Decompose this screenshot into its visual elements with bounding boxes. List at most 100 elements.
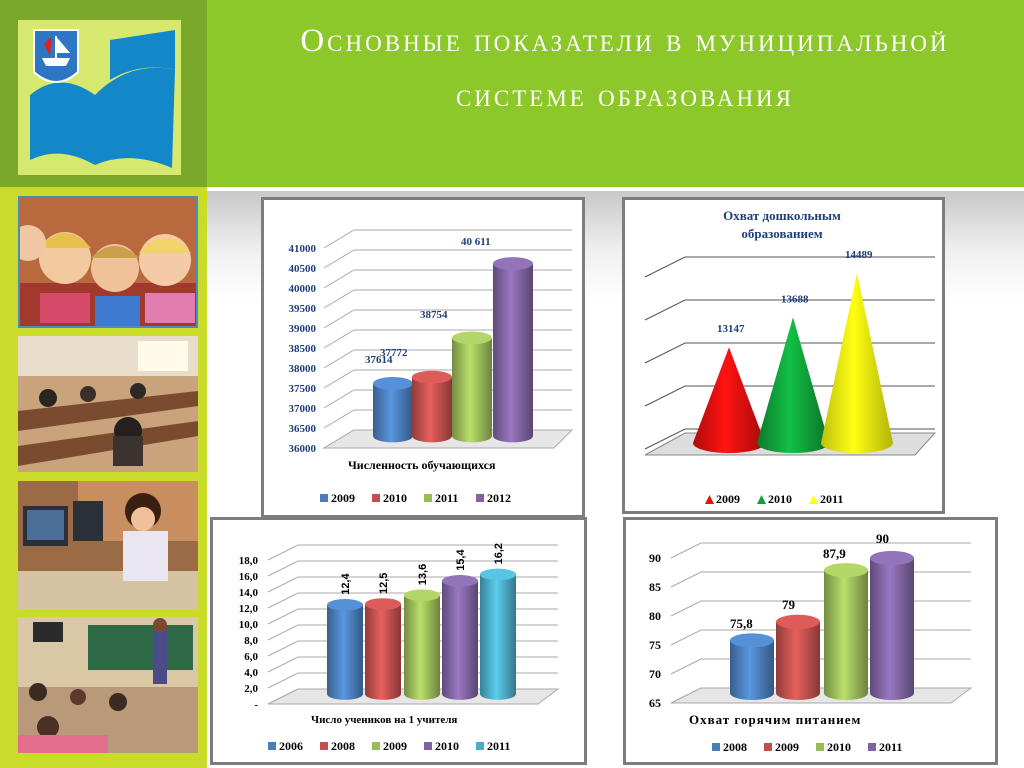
- gridline: [670, 571, 971, 588]
- coat-of-arms-icon: [18, 20, 181, 175]
- chart-title-line2: образованием: [741, 226, 822, 241]
- legend-swatch: [372, 742, 380, 750]
- legend-label: 2008: [331, 739, 355, 753]
- legend-swatch: [757, 495, 766, 504]
- chart-students-per-teacher: - 2,0 4,0 6,0 8,0 10,0 12,0 14,0 16,0 18,0 12,4 12,…: [210, 517, 587, 765]
- y-tick-label: 75: [649, 638, 661, 652]
- chart-svg: Охват дошкольным образованием 13147 13688 14…: [644, 208, 937, 506]
- bar-2008: [365, 598, 401, 700]
- gridline: [670, 658, 971, 675]
- legend-label: 2009: [716, 492, 740, 506]
- legend-label: 2009: [383, 739, 407, 753]
- photo-classroom-board: [18, 617, 198, 753]
- legend-swatch: [476, 742, 484, 750]
- data-label: 87,9: [823, 546, 846, 561]
- gridline: [644, 256, 935, 278]
- y-tick-label: 10,0: [239, 619, 259, 631]
- photo-classroom-board-icon: [18, 617, 198, 753]
- y-tick-label: 85: [649, 580, 661, 594]
- photo-children: [18, 196, 198, 328]
- legend-label: 2011: [435, 491, 458, 505]
- y-tick-label: 12,0: [239, 603, 259, 615]
- data-label: 13147: [717, 323, 745, 335]
- legend-swatch: [705, 495, 714, 504]
- chart-svg: 36000 36500 37000 37500 38000 38500 39000 39500…: [289, 229, 574, 505]
- legend-swatch: [320, 494, 328, 502]
- legend-swatch: [868, 743, 876, 751]
- legend-swatch: [424, 494, 432, 502]
- bar-2011: [452, 331, 492, 443]
- bar-2009: [776, 614, 820, 701]
- legend-label: 2010: [383, 491, 407, 505]
- legend-label: 2011: [820, 492, 843, 506]
- data-label: 16,2: [493, 543, 505, 564]
- cone-2010: [757, 317, 829, 453]
- gridline: [267, 560, 558, 577]
- y-tick-label: 41000: [289, 243, 317, 255]
- y-tick-label: 70: [649, 667, 661, 681]
- data-label: 12,5: [378, 573, 390, 594]
- bar-2010: [824, 563, 868, 701]
- gridline: [323, 229, 572, 249]
- chart-title: Число учеников на 1 учителя: [311, 714, 457, 726]
- chart-title: Охват горячим питанием: [689, 712, 861, 727]
- bar-2006: [327, 599, 363, 700]
- chart-preschool: Охват дошкольным образованием 13147 13688 14…: [622, 197, 945, 514]
- photo-classroom-desks-icon: [18, 336, 198, 472]
- legend-label: 2011: [487, 739, 510, 753]
- y-tick-label: 40500: [289, 263, 317, 275]
- chart-title: Численность обучающихся: [348, 458, 496, 472]
- y-tick-label: -: [254, 699, 258, 711]
- legend-label: 2008: [723, 740, 747, 754]
- bar-2009: [373, 377, 413, 443]
- y-tick-label: 16,0: [239, 571, 259, 583]
- gridline: [670, 542, 971, 559]
- data-label: 12,4: [340, 573, 352, 595]
- legend-swatch: [476, 494, 484, 502]
- chart-students: 36000 36500 37000 37500 38000 38500 39000 39500…: [261, 197, 585, 518]
- legend-label: 2010: [768, 492, 792, 506]
- legend-label: 2011: [879, 740, 902, 754]
- chart-hot-meals: 65 70 75 80 85 90 75,8 79 87,9 90 Охват горячим пи…: [623, 517, 998, 765]
- logo-area: [0, 0, 207, 187]
- y-tick-label: 2,0: [244, 683, 258, 695]
- y-tick-label: 36000: [289, 443, 317, 455]
- photo-computer-class-icon: [18, 481, 198, 609]
- y-tick-label: 37500: [289, 383, 317, 395]
- legend-label: 2006: [279, 739, 303, 753]
- data-label: 37772: [380, 347, 408, 359]
- legend-label: 2012: [487, 491, 511, 505]
- gridline: [323, 329, 572, 349]
- page-title: Основные показатели в муниципальной сист…: [300, 23, 950, 114]
- y-tick-label: 39000: [289, 323, 317, 335]
- y-tick-label: 38000: [289, 363, 317, 375]
- cone-2009: [693, 347, 765, 453]
- bar-2011: [870, 550, 914, 701]
- floor: [670, 687, 973, 704]
- y-tick-label: 90: [649, 551, 661, 565]
- bar-2009: [404, 589, 440, 700]
- y-tick-label: 6,0: [244, 651, 258, 663]
- bar-2012: [493, 257, 533, 443]
- legend-swatch: [320, 742, 328, 750]
- y-tick-label: 4,0: [244, 667, 258, 679]
- legend-swatch: [816, 743, 824, 751]
- legend-swatch: [712, 743, 720, 751]
- header-banner: [207, 0, 1024, 187]
- photo-classroom-desks: [18, 336, 198, 472]
- data-label: 75,8: [730, 616, 753, 631]
- gridline: [323, 289, 572, 309]
- y-tick-label: 36500: [289, 423, 317, 435]
- chart-svg: - 2,0 4,0 6,0 8,0 10,0 12,0 14,0 16,0 18,0 12,4 12,…: [239, 543, 560, 753]
- bar-2011: [480, 568, 516, 700]
- gridline: [323, 249, 572, 269]
- gridline: [323, 349, 572, 369]
- legend-label: 2010: [827, 740, 851, 754]
- y-tick-label: 39500: [289, 303, 317, 315]
- y-tick-label: 14,0: [239, 587, 259, 599]
- y-tick-label: 40000: [289, 283, 317, 295]
- y-tick-label: 37000: [289, 403, 317, 415]
- chart-svg: 65 70 75 80 85 90 75,8 79 87,9 90 Охват горячим пи…: [649, 531, 973, 754]
- gridline: [670, 600, 971, 617]
- bar-2010: [442, 575, 478, 700]
